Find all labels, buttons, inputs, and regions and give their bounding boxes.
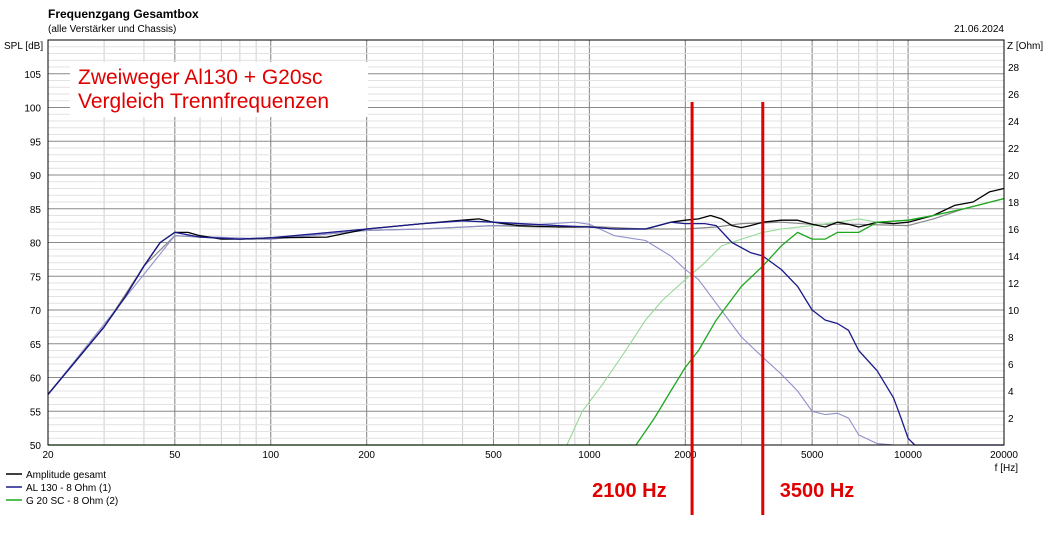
y2-tick-label: 20	[1008, 171, 1020, 182]
y2-tick-label: 4	[1008, 387, 1014, 398]
annotation-line-2: Vergleich Trennfrequenzen	[78, 90, 329, 113]
x-tick-label: 100	[262, 450, 279, 461]
y-tick-label: 95	[30, 137, 42, 148]
y-tick-label: 55	[30, 407, 42, 418]
crossover-markers: 2100 Hz 3500 Hz	[592, 102, 854, 515]
chart-subtitle: (alle Verstärker und Chassis)	[48, 24, 176, 35]
x-tick-label: 500	[485, 450, 502, 461]
y-axis-label: SPL [dB]	[4, 41, 43, 52]
series-line-5	[48, 197, 1005, 446]
x-tick-label: 20	[42, 450, 54, 461]
legend-label: AL 130 - 8 Ohm (1)	[26, 483, 111, 494]
x-axis-label: f [Hz]	[995, 463, 1019, 474]
y2-tick-label: 28	[1008, 63, 1020, 74]
y2-axis-label: Z [Ohm]	[1007, 41, 1043, 52]
crossover-marker-label: 3500 Hz	[780, 480, 855, 502]
y2-tick-label: 6	[1008, 360, 1014, 371]
y-tick-label: 80	[30, 239, 42, 250]
legend-label: Amplitude gesamt	[26, 470, 106, 481]
chart-title: Frequenzgang Gesamtbox	[48, 7, 199, 21]
series-line-4	[47, 221, 1004, 446]
y2-tick-label: 12	[1008, 279, 1020, 290]
x-tick-label: 200	[358, 450, 375, 461]
series-line-3	[47, 220, 1004, 446]
annotation-line-1: Zweiweger Al130 + G20sc	[78, 66, 323, 89]
x-tick-label: 10000	[894, 450, 922, 461]
y2-tick-label: 8	[1008, 333, 1014, 344]
y-tick-label: 105	[24, 70, 41, 81]
legend-label: G 20 SC - 8 Ohm (2)	[26, 496, 118, 507]
y2-tick-label: 26	[1008, 90, 1020, 101]
x-tick-label: 1000	[578, 450, 601, 461]
x-tick-label: 2000	[674, 450, 697, 461]
chart-date: 21.06.2024	[954, 24, 1004, 35]
annotation-background	[70, 62, 368, 117]
y2-tick-label: 2	[1008, 414, 1014, 425]
annotation-box: Zweiweger Al130 + G20sc Vergleich Trennf…	[70, 62, 368, 117]
y-tick-label: 70	[30, 306, 42, 317]
series-group	[47, 187, 1005, 446]
y2-tick-label: 14	[1008, 252, 1020, 263]
x-tick-label: 20000	[990, 450, 1018, 461]
y-tick-label: 60	[30, 374, 42, 385]
y2-tick-label: 18	[1008, 198, 1020, 209]
x-tick-label: 5000	[801, 450, 824, 461]
y-tick-label: 75	[30, 272, 42, 283]
crossover-marker-label: 2100 Hz	[592, 480, 667, 502]
y2-tick-label: 24	[1008, 117, 1020, 128]
x-tick-label: 50	[169, 450, 181, 461]
axis-tick-labels: 20 50 100 200 500 1000 2000 5000 10000 2000050556…	[24, 63, 1019, 461]
y2-tick-label: 22	[1008, 144, 1020, 155]
plot-frame	[47, 39, 1005, 446]
y2-tick-label: 10	[1008, 306, 1020, 317]
y2-tick-label: 16	[1008, 225, 1020, 236]
y-tick-label: 100	[24, 104, 41, 115]
y-tick-label: 50	[30, 441, 42, 452]
y-tick-label: 90	[30, 171, 42, 182]
y-tick-label: 85	[30, 205, 42, 216]
y-tick-label: 65	[30, 340, 42, 351]
legend: Amplitude gesamt AL 130 - 8 Ohm (1) G 20 S…	[6, 470, 118, 507]
